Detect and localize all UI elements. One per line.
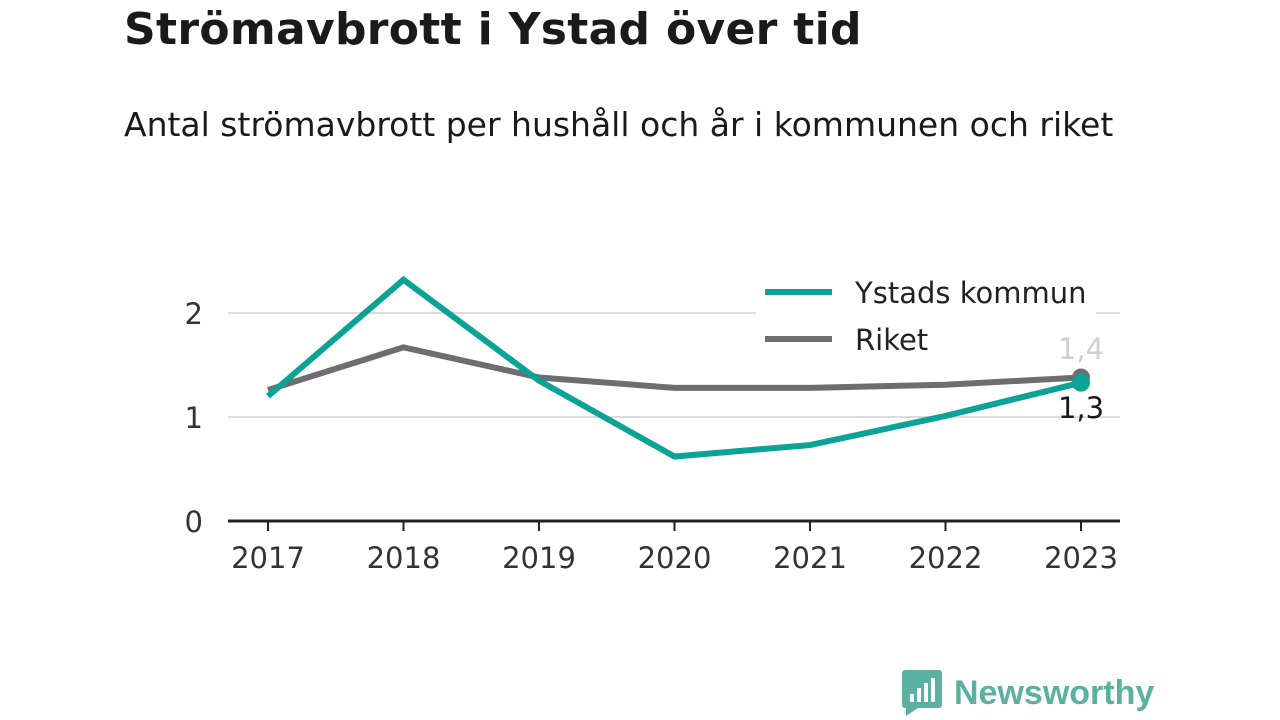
- series-line-riket: [267, 344, 1082, 393]
- end-point-ystad: [1072, 373, 1090, 392]
- x-tick-label: 2019: [502, 541, 576, 575]
- newsworthy-logo-icon: [902, 670, 942, 716]
- x-tick-label: 2017: [231, 541, 305, 575]
- y-tick-label: 1: [185, 401, 203, 435]
- series-line-ystads-kommun: [266, 275, 1082, 460]
- newsworthy-logo-text: Newsworthy: [954, 673, 1155, 712]
- legend-background: [756, 268, 1096, 368]
- y-tick-label: 2: [185, 297, 203, 331]
- chart-subtitle: Antal strömavbrott per hushåll och år i …: [124, 105, 1114, 144]
- end-label-ystad: 1,3: [1058, 391, 1104, 425]
- x-tick-label: 2023: [1044, 541, 1118, 575]
- chart-title: Strömavbrott i Ystad över tid: [124, 4, 862, 55]
- x-tick-label: 2020: [638, 541, 712, 575]
- newsworthy-logo: Newsworthy: [902, 670, 1154, 716]
- legend-label: Riket: [855, 323, 928, 357]
- x-tick-label: 2021: [773, 541, 847, 575]
- x-tick-label: 2018: [367, 541, 441, 575]
- end-label-riket: 1,4: [1058, 332, 1104, 366]
- legend-label: Ystads kommun: [854, 276, 1086, 310]
- x-tick-label: 2022: [909, 541, 983, 575]
- y-tick-label: 0: [185, 505, 203, 539]
